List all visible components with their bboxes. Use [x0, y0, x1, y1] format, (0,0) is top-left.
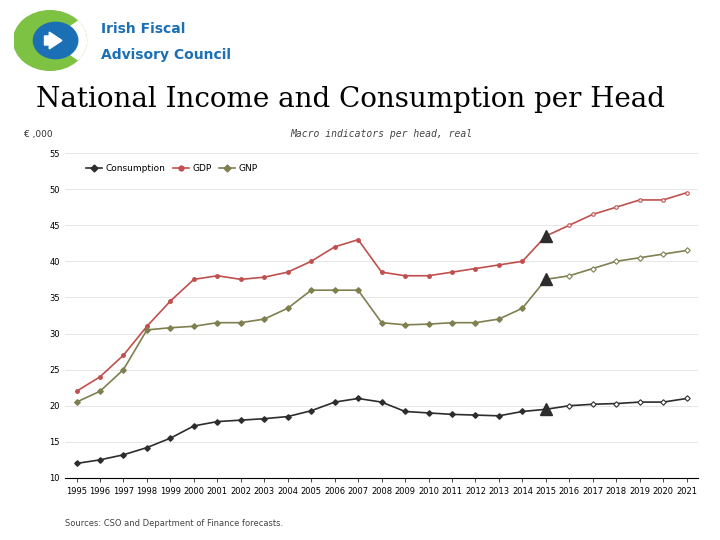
Text: € ,000: € ,000 [24, 130, 53, 139]
Title: Macro indicators per head, real: Macro indicators per head, real [291, 130, 472, 139]
Circle shape [33, 22, 78, 59]
Polygon shape [50, 31, 66, 50]
Text: Advisory Council: Advisory Council [101, 48, 231, 62]
Text: Sources: CSO and Department of Finance forecasts.: Sources: CSO and Department of Finance f… [65, 519, 283, 529]
Text: National Income and Consumption per Head: National Income and Consumption per Head [36, 86, 665, 113]
Wedge shape [50, 22, 86, 59]
FancyArrow shape [45, 32, 62, 49]
Text: Irish Fiscal: Irish Fiscal [101, 22, 185, 36]
Legend: Consumption, GDP, GNP: Consumption, GDP, GNP [82, 160, 261, 177]
Circle shape [14, 11, 86, 70]
